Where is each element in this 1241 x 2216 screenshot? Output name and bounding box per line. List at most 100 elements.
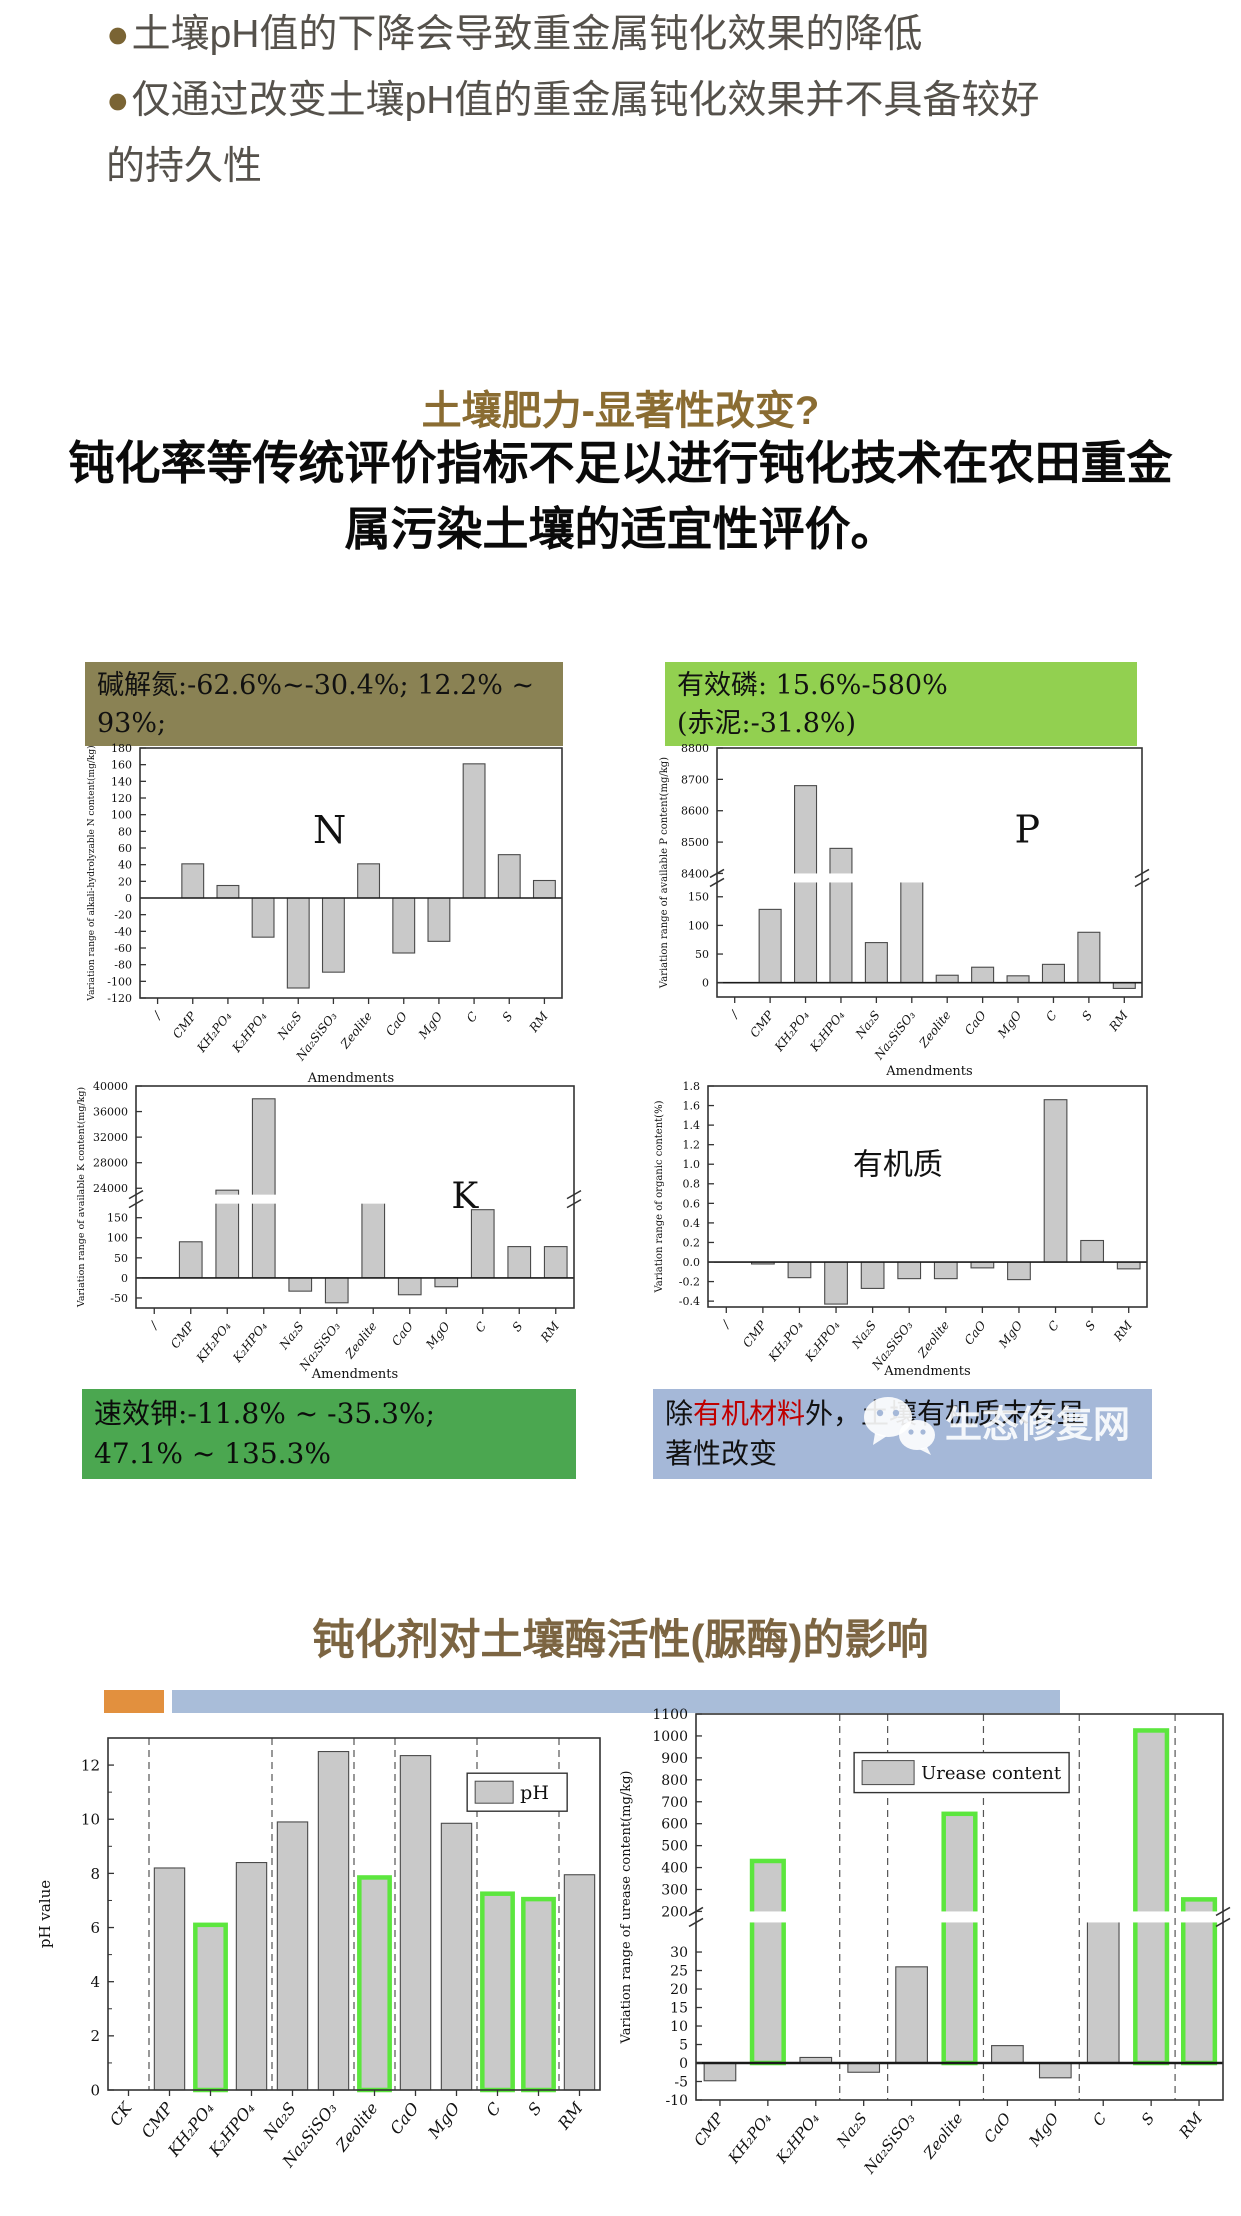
svg-text:C: C (1045, 1318, 1062, 1334)
svg-text:MgO: MgO (994, 1008, 1024, 1041)
svg-text:K₂HPO₄: K₂HPO₄ (229, 1009, 270, 1056)
svg-text:MgO: MgO (424, 2099, 464, 2143)
svg-text:Na₂S: Na₂S (259, 2099, 300, 2144)
svg-text:15: 15 (670, 2001, 688, 2017)
svg-text:K₂HPO₄: K₂HPO₄ (802, 1318, 843, 1365)
n-header-box: 碱解氮:-62.6%~-30.4%; 12.2% ~ 93%; (85, 662, 563, 746)
organic-footer-prefix: 除 (665, 1397, 694, 1430)
svg-text:MgO: MgO (995, 1318, 1025, 1351)
svg-text:N: N (313, 808, 346, 852)
svg-text:Amendments: Amendments (311, 1367, 398, 1382)
svg-text:120: 120 (111, 792, 132, 805)
wechat-icon (864, 1397, 935, 1455)
organic-footer-suffix: 外，土壤有机质未有显 (805, 1397, 1086, 1430)
svg-text:CMP: CMP (170, 1009, 200, 1042)
watermark: 生态修复网 (863, 1395, 1130, 1455)
svg-text:Urease content: Urease content (921, 1763, 1062, 1784)
watermark-text: 生态修复网 (945, 1403, 1130, 1445)
bullet-item: 的持久性 (106, 134, 1231, 200)
svg-text:C: C (464, 1009, 481, 1025)
svg-text:K₂HPO₄: K₂HPO₄ (807, 1008, 848, 1055)
svg-text:/: / (719, 1317, 734, 1331)
bullet-text: 土壤pH值的下降会导致重金属钝化效果的降低 (131, 13, 923, 56)
bullet-text: 仅通过改变土壤pH值的重金属钝化效果并不具备较好 (131, 79, 1040, 122)
svg-text:-40: -40 (114, 925, 132, 938)
svg-text:4: 4 (90, 1973, 100, 1991)
svg-text:KH₂PO₄: KH₂PO₄ (194, 1009, 235, 1056)
svg-text:0.2: 0.2 (683, 1236, 701, 1249)
bullet-list: ●土壤pH值的下降会导致重金属钝化效果的降低 ●仅通过改变土壤pH值的重金属钝化… (106, 2, 1231, 200)
organic-footer-line1: 除有机材料外，土壤有机质未有显 (665, 1394, 1140, 1434)
statement-line-2: 属污染土壤的适宜性评价。 (344, 503, 897, 555)
svg-text:500: 500 (661, 1839, 688, 1855)
svg-text:1.6: 1.6 (683, 1100, 701, 1113)
svg-text:Zeolite: Zeolite (916, 1008, 954, 1051)
svg-text:-50: -50 (110, 1292, 128, 1305)
svg-text:32000: 32000 (93, 1131, 128, 1144)
urease-bar-chart: -10 -5 0 5 10 15 20 25 30 200 300 400 500 600 700 800 90… (619, 1707, 1231, 2178)
svg-text:CaO: CaO (962, 1318, 989, 1347)
svg-text:12: 12 (81, 1756, 100, 1774)
organic-footer-box: 除有机材料外，土壤有机质未有显 著性改变 生态修复网 (653, 1389, 1152, 1479)
svg-text:KH₂PO₄: KH₂PO₄ (771, 1008, 812, 1055)
orange-accent-bar (104, 1690, 164, 1713)
svg-text:CMP: CMP (168, 1319, 198, 1352)
p-header-box: 有效磷: 15.6%-580% (赤泥:-31.8%) (665, 662, 1137, 746)
svg-text:1.8: 1.8 (683, 1080, 701, 1093)
svg-text:60: 60 (118, 842, 132, 855)
svg-text:160: 160 (111, 759, 132, 772)
svg-text:0.4: 0.4 (683, 1217, 701, 1230)
bullet-item: ●仅通过改变土壤pH值的重金属钝化效果并不具备较好 (106, 68, 1231, 134)
svg-text:-5: -5 (674, 2075, 688, 2091)
svg-text:0: 0 (121, 1272, 128, 1285)
blue-accent-bar (172, 1690, 1060, 1713)
svg-text:8700: 8700 (681, 773, 709, 786)
svg-text:Zeolite: Zeolite (337, 1009, 375, 1052)
svg-text:Variation range of available P: Variation range of available P content(m… (659, 757, 670, 989)
svg-text:Amendments: Amendments (883, 1364, 970, 1379)
svg-text:S: S (510, 1319, 526, 1334)
svg-text:40: 40 (118, 859, 132, 872)
svg-text:pH value: pH value (36, 1880, 54, 1948)
svg-text:MgO: MgO (415, 1009, 445, 1042)
svg-text:/: / (727, 1007, 742, 1021)
svg-text:CaO: CaO (980, 2109, 1014, 2146)
svg-text:0.0: 0.0 (683, 1256, 701, 1269)
k-footer-line1: 速效钾:-11.8% ~ -35.3%; (94, 1397, 435, 1430)
svg-text:RM: RM (526, 1009, 551, 1036)
svg-text:S: S (1082, 1318, 1098, 1333)
svg-text:800: 800 (661, 1773, 688, 1789)
svg-text:Variation range of urease cont: Variation range of urease content(mg/kg) (619, 1771, 634, 2045)
statement: 钝化率等传统评价指标不足以进行钝化技术在农田重金 属污染土壤的适宜性评价。 (0, 430, 1241, 562)
svg-text:pH: pH (520, 1782, 549, 1804)
section1-heading: 土壤肥力-显著性改变? (421, 389, 820, 433)
svg-text:S: S (1138, 2109, 1159, 2128)
svg-text:RM: RM (1175, 2109, 1207, 2142)
svg-text:Amendments: Amendments (885, 1064, 972, 1079)
p-header-line2: (赤泥:-31.8%) (677, 708, 857, 740)
k-footer-line2: 47.1% ~ 135.3% (94, 1436, 331, 1470)
svg-text:0: 0 (679, 2056, 688, 2072)
section2-heading: 钝化剂对土壤酶活性(脲酶)的影响 (312, 1616, 929, 1663)
svg-text:150: 150 (107, 1212, 128, 1225)
svg-text:MgO: MgO (1025, 2109, 1063, 2150)
svg-text:200: 200 (661, 1904, 688, 1920)
svg-text:180: 180 (111, 742, 132, 755)
svg-text:80: 80 (118, 825, 132, 838)
svg-text:Na₂S: Na₂S (832, 2109, 870, 2151)
k-bar-chart: -500501001502400028000320003600040000/CM… (76, 1080, 582, 1382)
svg-text:CaO: CaO (383, 1009, 410, 1038)
k-footer-box: 速效钾:-11.8% ~ -35.3%; 47.1% ~ 135.3% (82, 1389, 576, 1479)
svg-text:0: 0 (90, 2081, 100, 2099)
svg-text:RM: RM (1106, 1008, 1131, 1035)
svg-text:CaO: CaO (386, 2099, 422, 2138)
svg-text:KH₂PO₄: KH₂PO₄ (193, 1319, 234, 1366)
bullet-text: 的持久性 (106, 145, 263, 188)
svg-text:400: 400 (661, 1861, 688, 1877)
svg-text:8: 8 (90, 1865, 100, 1883)
svg-text:1.4: 1.4 (683, 1119, 701, 1132)
svg-text:RM: RM (537, 1319, 562, 1346)
svg-text:-0.4: -0.4 (679, 1295, 700, 1308)
svg-text:有机质: 有机质 (853, 1147, 943, 1182)
svg-text:C: C (482, 2099, 505, 2120)
